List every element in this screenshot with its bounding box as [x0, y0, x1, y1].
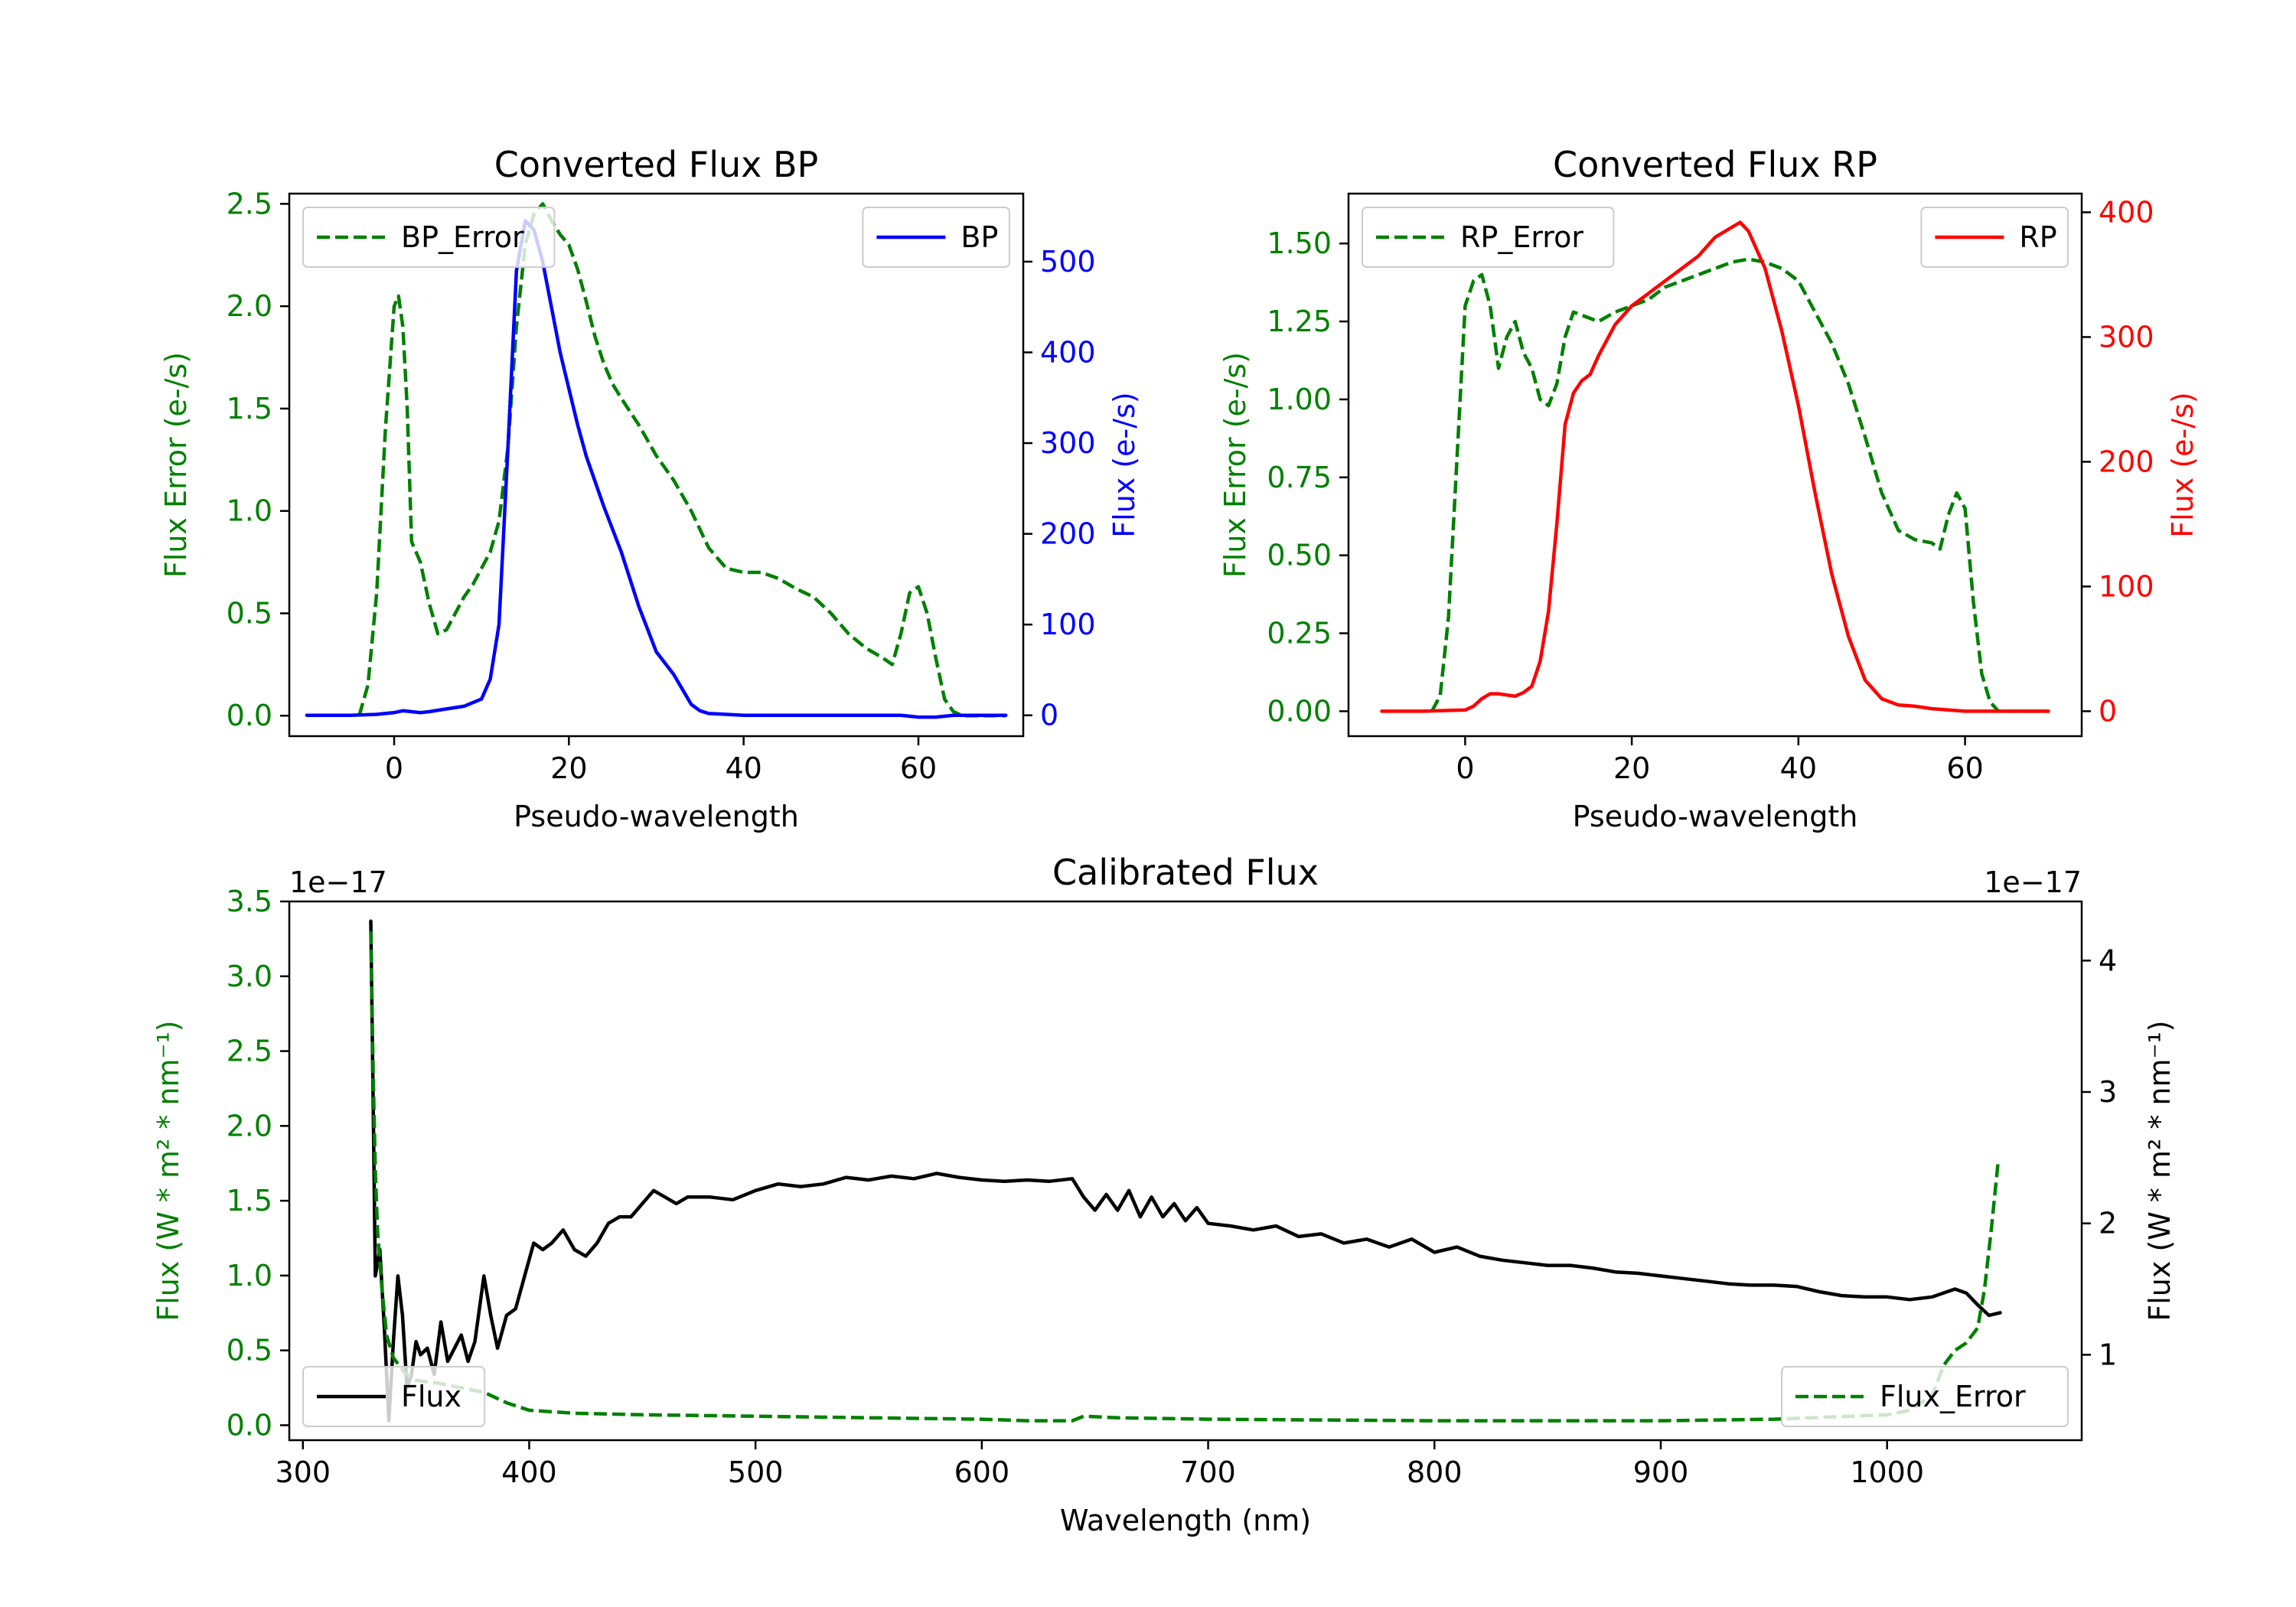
x-tick-label: 0 — [1456, 751, 1474, 785]
axes-frame — [288, 900, 2083, 1442]
y-right-tick-label: 500 — [1040, 245, 1096, 279]
y-left-tick-label: 1.5 — [227, 392, 272, 425]
y-right-tick-label: 300 — [2099, 320, 2154, 354]
legend-label: Flux — [401, 1380, 461, 1413]
y-left-tick-label: 1.0 — [227, 494, 272, 528]
x-tick-label: 60 — [1946, 751, 1983, 785]
legend-label: BP — [960, 220, 998, 254]
y-right-tick-label: 200 — [1040, 517, 1096, 551]
series-line-flux-error — [369, 931, 2000, 1423]
legend-label: BP_Error — [401, 220, 524, 254]
legend-label: RP — [2019, 220, 2056, 254]
legend-flux-error: Flux_Error — [1781, 1366, 2069, 1427]
y-left-tick-label: 0.0 — [227, 699, 272, 732]
x-tick-label: 60 — [900, 751, 937, 785]
y-right-tick-label: 100 — [1040, 608, 1096, 641]
x-tick-label: 500 — [728, 1455, 784, 1489]
x-tick-label: 40 — [725, 751, 762, 785]
axes-frame — [288, 192, 1025, 738]
y-right-axis-label: Flux (e-/s) — [1107, 392, 1141, 537]
chart-title: Converted Flux RP — [1553, 144, 1877, 185]
y-left-tick-label: 0.5 — [227, 1334, 272, 1367]
y-right-tick-label: 400 — [2099, 195, 2154, 229]
series-line-rp-error — [1430, 257, 2049, 713]
y-left-tick-label: 0.00 — [1267, 694, 1332, 728]
chart-title: Converted Flux BP — [494, 144, 819, 185]
x-tick-label: 600 — [954, 1455, 1010, 1489]
y-right-tick-label: 2 — [2099, 1207, 2117, 1240]
axes-frame — [1347, 192, 2083, 738]
x-axis-label: Wavelength (nm) — [1060, 1504, 1311, 1537]
x-tick-label: 0 — [385, 751, 403, 785]
y-left-tick-label: 1.5 — [227, 1184, 272, 1217]
x-tick-label: 1000 — [1850, 1455, 1924, 1489]
y-left-tick-label: 1.00 — [1267, 383, 1332, 416]
y-left-tick-label: 1.25 — [1267, 305, 1332, 338]
y-left-tick-label: 0.5 — [227, 596, 272, 630]
y-left-tick-label: 3.5 — [227, 885, 272, 918]
legend-box — [302, 1366, 486, 1427]
x-tick-label: 40 — [1780, 751, 1817, 785]
y-left-axis-label: Flux Error (e-/s) — [1218, 352, 1252, 578]
y-right-tick-label: 100 — [2099, 569, 2154, 603]
x-axis-label: Pseudo-wavelength — [1573, 800, 1858, 833]
y-left-tick-label: 0.25 — [1267, 617, 1332, 650]
series-line-flux — [369, 919, 2002, 1423]
legend-flux: Flux — [302, 1366, 486, 1427]
legend-label: RP_Error — [1460, 220, 1583, 254]
x-tick-label: 900 — [1633, 1455, 1689, 1489]
y-right-tick-label: 1 — [2099, 1338, 2117, 1371]
y-right-tick-label: 3 — [2099, 1075, 2117, 1109]
y-right-axis-label: Flux (W * m² * nm⁻¹) — [2143, 1020, 2177, 1321]
y-left-tick-label: 2.0 — [227, 289, 272, 323]
chart-bp: 0 20 40 60 0.0 0.5 1.0 1.5 2.0 2.5 0 100 200 300 400 50… — [159, 144, 1141, 833]
legend-rp-error: RP_Error — [1362, 207, 1615, 268]
chart-title: Calibrated Flux — [1052, 852, 1319, 893]
x-tick-label: 400 — [501, 1455, 557, 1489]
y-left-tick-label: 0.50 — [1267, 539, 1332, 572]
legend-box — [1362, 207, 1615, 268]
chart-rp: 0 20 40 60 0.00 0.25 0.50 0.75 1.00 1.25 1.50 0 100 2… — [1218, 144, 2200, 833]
legend-box — [1781, 1366, 2069, 1427]
x-tick-label: 300 — [275, 1455, 331, 1489]
legend-bp: BP — [862, 207, 1011, 268]
y-left-tick-label: 3.0 — [227, 960, 272, 993]
x-tick-label: 20 — [1613, 751, 1650, 785]
y-right-tick-label: 0 — [1040, 699, 1058, 732]
y-left-tick-label: 0.0 — [227, 1408, 272, 1442]
series-line-bp — [305, 219, 1008, 719]
y-right-tick-label: 300 — [1040, 426, 1096, 460]
y-left-axis-label: Flux Error (e-/s) — [159, 352, 193, 578]
y-right-offset-label: 1e−17 — [1984, 865, 2082, 899]
y-left-tick-label: 2.0 — [227, 1109, 272, 1143]
y-right-tick-label: 0 — [2099, 694, 2117, 728]
y-left-tick-label: 2.5 — [227, 1035, 272, 1068]
x-tick-label: 700 — [1180, 1455, 1236, 1489]
series-line-bp-error — [357, 202, 1006, 718]
x-tick-label: 20 — [550, 751, 587, 785]
y-right-tick-label: 4 — [2099, 944, 2117, 977]
legend-rp: RP — [1920, 207, 2069, 268]
y-left-tick-label: 2.5 — [227, 187, 272, 220]
y-right-tick-label: 400 — [1040, 335, 1096, 369]
y-left-tick-label: 1.0 — [227, 1259, 272, 1292]
x-tick-label: 800 — [1407, 1455, 1463, 1489]
series-line-rp — [1380, 220, 2050, 713]
y-right-tick-label: 200 — [2099, 445, 2154, 478]
y-right-axis-label: Flux (e-/s) — [2166, 392, 2200, 537]
legend-box — [302, 207, 556, 268]
y-left-offset-label: 1e−17 — [289, 865, 387, 899]
chart-calibrated: 300 400 500 600 700 800 900 1000 0.0 0.5 1.0 1.5 2.0… — [152, 852, 2177, 1537]
y-left-axis-label: Flux (W * m² * nm⁻¹) — [152, 1020, 185, 1321]
x-axis-label: Pseudo-wavelength — [514, 800, 799, 833]
legend-label: Flux_Error — [1880, 1380, 2026, 1413]
y-left-tick-label: 0.75 — [1267, 461, 1332, 494]
legend-bp-error: BP_Error — [302, 207, 556, 268]
y-left-tick-label: 1.50 — [1267, 227, 1332, 260]
